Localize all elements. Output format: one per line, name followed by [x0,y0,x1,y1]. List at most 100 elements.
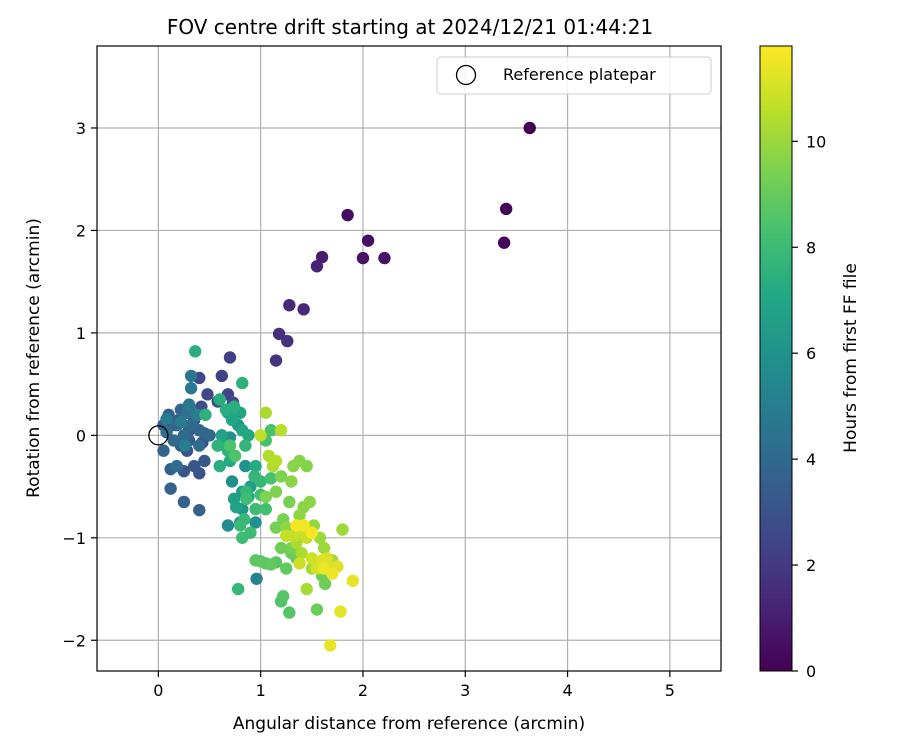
data-point [499,202,513,216]
colorbar-label: Hours from first FF file [841,263,861,453]
data-point [177,495,191,509]
y-tick-label: 2 [76,221,86,240]
data-point [184,369,198,383]
data-point [317,541,331,555]
data-point [167,434,180,447]
data-point [334,605,347,618]
data-point [170,459,183,473]
data-point [259,490,272,504]
data-point [249,459,262,473]
data-point [250,572,263,585]
data-point [285,475,298,488]
data-point [211,439,224,452]
data-point [249,516,262,529]
chart-title: FOV centre drift starting at 2024/12/21 … [167,15,653,39]
data-point [189,345,202,358]
x-axis-label: Angular distance from reference (arcmin) [233,714,585,734]
data-point [229,500,243,514]
data-point [274,470,288,483]
scatter-points [157,121,536,652]
x-tick-label: 0 [153,681,163,700]
data-point [269,485,283,498]
data-point [297,519,310,532]
data-point [269,454,283,468]
data-point [272,327,286,341]
data-point [274,424,288,437]
y-tick-label: 1 [76,324,86,343]
data-point [201,388,214,401]
data-point [199,408,212,422]
data-point [310,260,324,273]
colorbar-tick-label: 2 [806,556,816,575]
data-point [223,439,237,452]
data-point [269,354,283,367]
grid-lines [97,46,721,671]
data-point [336,523,349,536]
y-tick-label: 3 [76,119,86,138]
colorbar-gradient [759,45,793,672]
data-point [254,429,267,442]
data-point [274,541,288,555]
data-point [356,251,370,265]
legend-entry-reference: Reference platepar [503,65,656,84]
y-tick-label: −1 [62,529,86,548]
data-point [213,459,226,473]
data-point [223,351,237,364]
x-tick-label: 3 [460,681,470,700]
x-tick-label: 4 [562,681,572,700]
data-point [203,429,216,442]
data-point [283,495,296,509]
data-point [315,250,329,264]
data-point [317,562,331,575]
colorbar: 0 2 4 6 8 10 Hours from first FF file [759,45,861,681]
colorbar-ticks: 0 2 4 6 8 10 [792,132,826,681]
y-tick-label: 0 [76,426,86,445]
data-point [269,521,283,534]
data-point [276,590,290,603]
data-point [259,406,272,420]
data-point [497,236,511,249]
data-point [523,121,536,135]
data-point [293,509,306,522]
data-point [249,554,262,567]
data-point [177,429,191,442]
data-point [213,393,226,406]
data-point [225,475,239,488]
data-point [324,639,337,652]
data-point [259,502,272,516]
colorbar-tick-label: 4 [806,450,816,469]
reference-marker [148,425,169,446]
data-point [283,606,296,619]
data-point [264,424,278,437]
data-point [264,472,278,485]
data-point [361,234,375,247]
data-point [300,582,313,596]
data-point [305,552,319,565]
data-point [287,459,300,473]
data-point [187,459,201,473]
x-tick-label: 1 [256,681,266,700]
data-point [221,519,235,532]
data-point [174,415,188,429]
y-axis-ticks: −2 −1 0 1 2 3 [62,119,97,650]
data-point [160,412,173,426]
data-point [184,418,198,432]
data-point [264,558,278,571]
data-point [239,439,252,452]
data-point [249,502,262,516]
data-point [193,503,206,517]
x-axis-ticks: 0 1 2 3 4 5 [153,671,675,700]
data-point [280,562,293,575]
legend: Reference platepar [436,56,712,95]
reference-platepar-marker [148,425,169,446]
colorbar-tick-label: 0 [806,662,816,681]
data-point [310,603,324,616]
data-point [228,449,242,463]
data-point [182,398,196,411]
colorbar-tick-label: 10 [806,132,826,151]
colorbar-tick-label: 6 [806,344,816,363]
data-point [225,413,239,427]
data-point [236,376,249,390]
data-point [215,369,228,383]
